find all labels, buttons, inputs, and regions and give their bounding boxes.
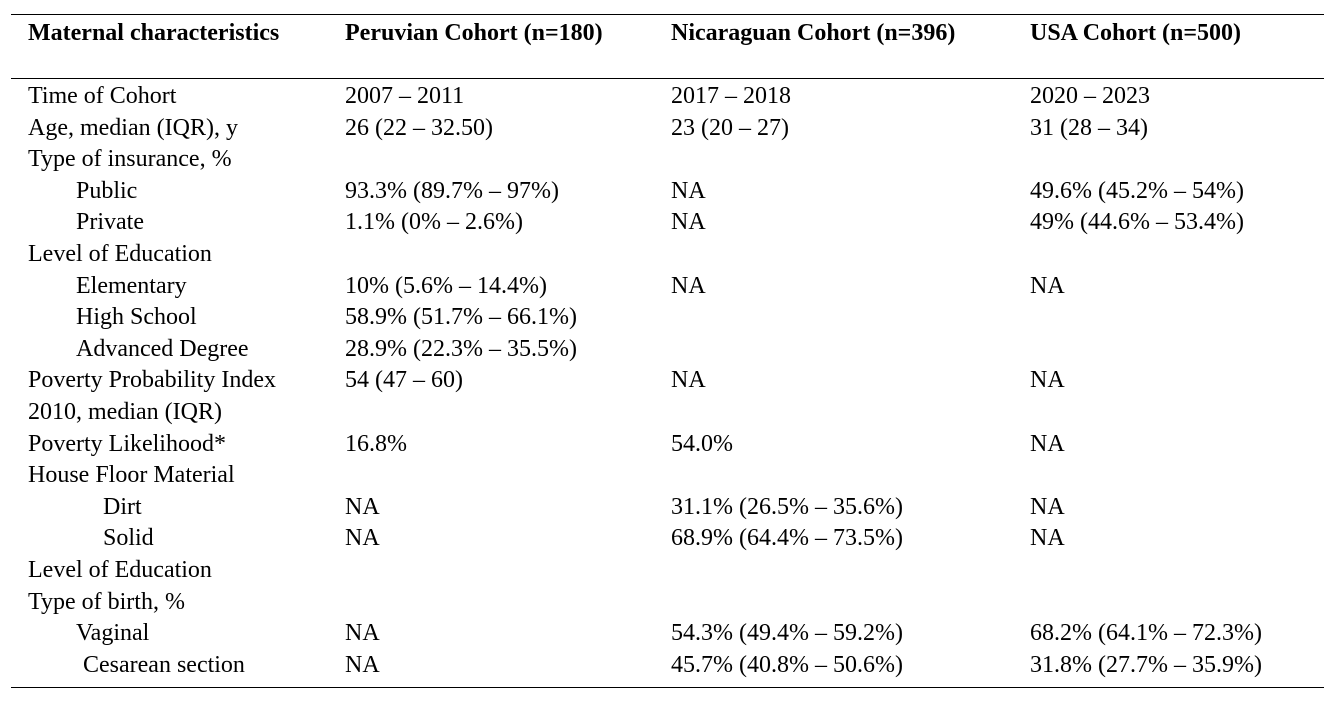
peruvian-value: NA [345,493,380,520]
row-label: Age, median (IQR), y [28,114,238,141]
table-header: Maternal characteristics Peruvian Cohort… [11,15,1324,78]
header-maternal-characteristics: Maternal characteristics [28,20,280,46]
row-label: Type of birth, % [28,588,185,615]
table-row: Cesarean section NA 45.7% (40.8% – 50.6%… [11,650,1324,682]
peruvian-value: 1.1% (0% – 2.6%) [345,209,523,236]
usa-value: 31 (28 – 34) [1030,114,1148,141]
row-label: Vaginal [76,620,150,647]
peruvian-value: 54 (47 – 60) [345,367,463,394]
row-label: Level of Education [28,240,212,267]
row-label: Type of insurance, % [28,146,232,173]
row-label: Poverty Probability Index [28,367,276,394]
row-label: Time of Cohort [28,83,177,109]
header-peruvian-cohort: Peruvian Cohort (n=180) [345,20,603,46]
row-label: Solid [103,525,154,552]
table-body: Time of Cohort 2007 – 2011 2017 – 2018 2… [11,79,1324,687]
peruvian-value: NA [345,525,380,552]
usa-value: NA [1030,430,1065,457]
table-row: Elementary 10% (5.6% – 14.4%) NA NA [11,271,1324,303]
usa-value: 68.2% (64.1% – 72.3%) [1030,620,1262,647]
nicaraguan-value: NA [671,209,706,236]
peruvian-value: NA [345,620,380,647]
peruvian-value: 28.9% (22.3% – 35.5%) [345,335,577,362]
row-label: Elementary [76,272,187,299]
usa-value: NA [1030,493,1065,520]
row-label: Poverty Likelihood* [28,430,226,457]
table-row: Dirt NA 31.1% (26.5% – 35.6%) NA [11,492,1324,524]
table-row: Level of Education [11,239,1324,271]
usa-value: 49% (44.6% – 53.4%) [1030,209,1244,236]
peruvian-value: 58.9% (51.7% – 66.1%) [345,304,577,331]
nicaraguan-value: 68.9% (64.4% – 73.5%) [671,525,903,552]
table-row: Age, median (IQR), y 26 (22 – 32.50) 23 … [11,113,1324,145]
usa-value: NA [1030,525,1065,552]
table-row: Poverty Likelihood* 16.8% 54.0% NA [11,429,1324,461]
row-label: House Floor Material [28,462,235,489]
peruvian-value: 93.3% (89.7% – 97%) [345,177,559,204]
usa-value: 2020 – 2023 [1030,83,1150,109]
characteristics-table: Maternal characteristics Peruvian Cohort… [11,14,1324,689]
table-row: Level of Education [11,555,1324,587]
row-label: Cesarean section [83,651,245,678]
table-row: 2010, median (IQR) [11,397,1324,429]
nicaraguan-value: 54.0% [671,430,733,457]
peruvian-value: 16.8% [345,430,407,457]
table-row: Type of birth, % [11,587,1324,619]
row-label: Level of Education [28,556,212,583]
table-row: Time of Cohort 2007 – 2011 2017 – 2018 2… [11,81,1324,113]
table-row: Type of insurance, % [11,144,1324,176]
header-usa-cohort: USA Cohort (n=500) [1030,20,1242,46]
row-label: High School [76,304,197,331]
row-label: Private [76,209,144,236]
peruvian-value: 10% (5.6% – 14.4%) [345,272,547,299]
usa-value: NA [1030,367,1065,394]
row-label: 2010, median (IQR) [28,398,222,425]
row-label: Public [76,177,138,204]
table-row: Private 1.1% (0% – 2.6%) NA 49% (44.6% –… [11,207,1324,239]
usa-value: NA [1030,272,1065,299]
header-nicaraguan-cohort: Nicaraguan Cohort (n=396) [671,20,956,46]
nicaraguan-value: NA [671,177,706,204]
table-row: Vaginal NA 54.3% (49.4% – 59.2%) 68.2% (… [11,618,1324,650]
peruvian-value: 26 (22 – 32.50) [345,114,493,141]
table-row: Solid NA 68.9% (64.4% – 73.5%) NA [11,523,1324,555]
nicaraguan-value: NA [671,367,706,394]
top-rule [11,14,1324,15]
nicaraguan-value: 23 (20 – 27) [671,114,789,141]
nicaraguan-value: 54.3% (49.4% – 59.2%) [671,620,903,647]
nicaraguan-value: 31.1% (26.5% – 35.6%) [671,493,903,520]
table-row: Poverty Probability Index 54 (47 – 60) N… [11,365,1324,397]
usa-value: 49.6% (45.2% – 54%) [1030,177,1244,204]
row-label: Dirt [103,493,142,520]
row-label: Advanced Degree [76,335,249,362]
nicaraguan-value: 2017 – 2018 [671,83,791,109]
nicaraguan-value: NA [671,272,706,299]
table-row: Advanced Degree 28.9% (22.3% – 35.5%) [11,334,1324,366]
bottom-rule [11,687,1324,689]
usa-value: 31.8% (27.7% – 35.9%) [1030,651,1262,678]
header-rule [11,78,1324,79]
table-row: High School 58.9% (51.7% – 66.1%) [11,302,1324,334]
peruvian-value: NA [345,651,380,678]
table-row: Public 93.3% (89.7% – 97%) NA 49.6% (45.… [11,176,1324,208]
table-row: House Floor Material [11,460,1324,492]
nicaraguan-value: 45.7% (40.8% – 50.6%) [671,651,903,678]
peruvian-value: 2007 – 2011 [345,83,465,109]
